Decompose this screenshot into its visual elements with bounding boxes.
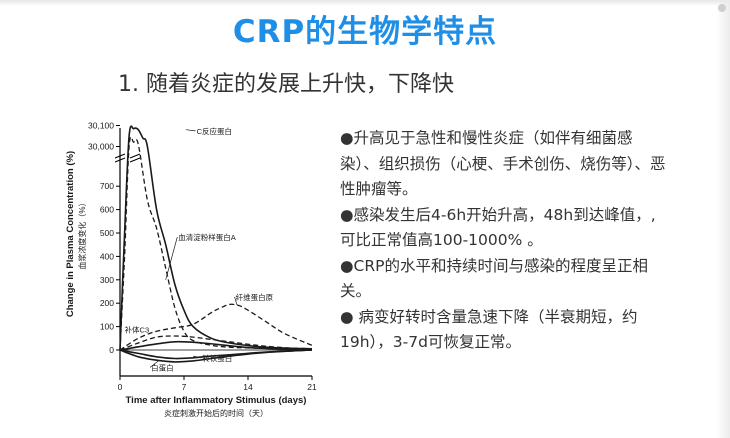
- x-tick-label-3: 21: [307, 382, 317, 392]
- chart-background: [60, 114, 322, 420]
- series-label-5: 白蛋白: [151, 362, 174, 372]
- xlabel-cn: 炎症刺激开始后的时间（天）: [164, 408, 268, 418]
- bullet-item-2: ●感染发生后4-6h开始升高，48h到达峰值，,可比正常值高100-1000% …: [340, 205, 656, 250]
- top-shadow: [0, 0, 730, 6]
- series-line-6: [119, 340, 313, 351]
- series-line-0: [119, 125, 313, 351]
- y-tick-label-0: 0: [109, 345, 114, 355]
- y-tick-label-9: 30,100: [88, 121, 114, 131]
- bullet-item-4: ● 病变好转时含量急速下降（半衰期短，约19h），3-7d可恢复正常。: [340, 307, 638, 352]
- series-line-3: [119, 335, 313, 351]
- slide-title: CRP的生物学特点: [232, 14, 498, 50]
- bullet-item-3: ●CRP的水平和持续时间与感染的程度呈正相关。: [340, 256, 648, 301]
- series-leader-0: [185, 129, 196, 132]
- ylabel-en: Change in Plasma Concentration (%): [65, 151, 76, 317]
- y-tick-label-2: 200: [100, 298, 114, 308]
- series-line-5: [119, 349, 313, 363]
- series-label-0: C反应蛋白: [197, 126, 232, 136]
- ylabel-cn: 血浆浓度变化（%）: [77, 198, 87, 269]
- xlabel-en: Time after Inflammatory Stimulus (days): [126, 395, 307, 406]
- y-tick-label-1: 100: [100, 322, 114, 332]
- series-leader-4: [193, 355, 202, 359]
- series-line-2: [119, 303, 313, 351]
- series-label-1: 血清淀粉样蛋白A: [178, 232, 236, 242]
- series-leader-2: [234, 296, 238, 306]
- y-tick-label-4: 400: [100, 251, 114, 261]
- slide-subtitle: 1. 随着炎症的发展上升快，下降快: [118, 72, 454, 97]
- chart-svg: Change in Plasma Concentration (%) 血浆浓度变…: [60, 114, 322, 420]
- y-tick-label-7: 700: [100, 181, 114, 191]
- y-tick-label-8: 30,000: [88, 142, 114, 152]
- series-leader-5: [149, 360, 159, 368]
- y-tick-label-6: 600: [100, 205, 114, 215]
- series-line-1: [119, 136, 313, 351]
- x-tick-label-2: 14: [243, 382, 253, 392]
- series-label-4: 转铁蛋白: [202, 353, 232, 363]
- series-label-3: 补体C3: [125, 324, 150, 334]
- right-edge: [716, 0, 730, 438]
- x-tick-label-1: 7: [182, 382, 187, 392]
- acute-phase-chart: Change in Plasma Concentration (%) 血浆浓度变…: [60, 114, 322, 420]
- bullet-item-1: ●升高见于急性和慢性炎症（如伴有细菌感染）、组织损伤（心梗、手术创伤、烧伤等）、…: [340, 129, 666, 198]
- bullet-list: ●升高见于急性和慢性炎症（如伴有细菌感染）、组织损伤（心梗、手术创伤、烧伤等）、…: [340, 126, 670, 356]
- y-tick-label-3: 300: [100, 275, 114, 285]
- series-label-2: 纤维蛋白原: [236, 292, 274, 302]
- corner-mark: [718, 4, 726, 12]
- x-tick-label-0: 0: [118, 382, 123, 392]
- y-tick-label-5: 500: [100, 228, 114, 238]
- axis-break-marks: [114, 153, 141, 163]
- series-leader-1: [165, 236, 178, 280]
